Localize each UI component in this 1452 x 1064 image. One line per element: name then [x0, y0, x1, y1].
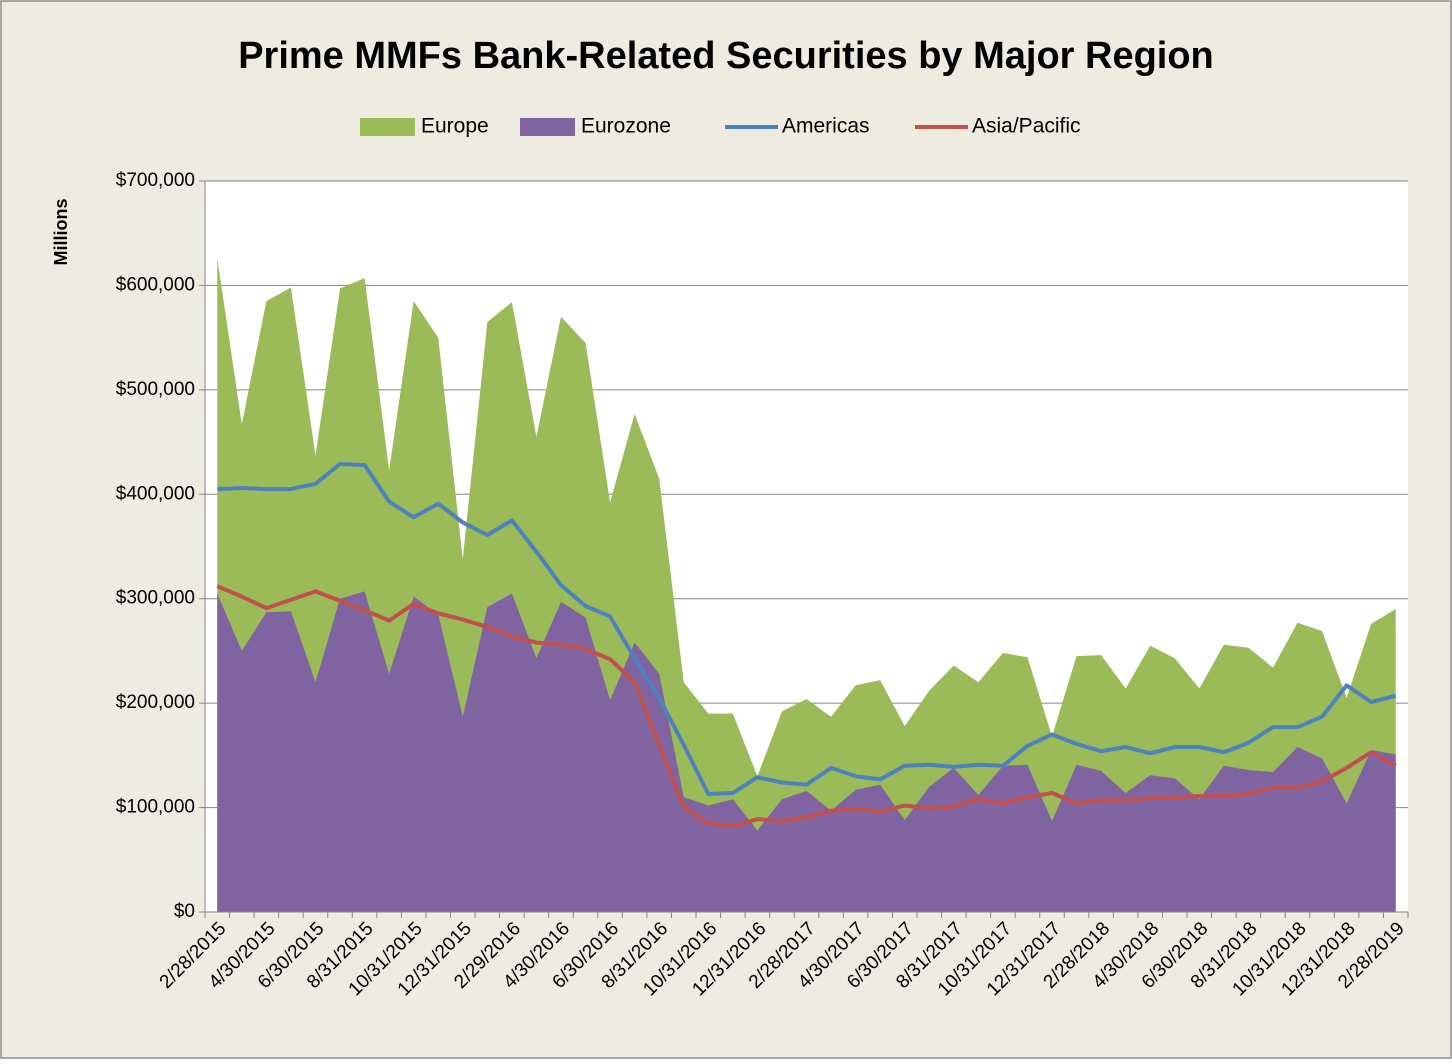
- y-tick-label: $200,000: [116, 692, 195, 713]
- legend-label: Asia/Pacific: [972, 115, 1081, 138]
- y-tick-label: $300,000: [116, 588, 195, 609]
- line: [217, 462, 1397, 796]
- chart-title: Prime MMFs Bank-Related Securities by Ma…: [238, 35, 1214, 77]
- legend-label: Europe: [421, 115, 489, 138]
- y-axis-label: Millions: [51, 199, 71, 266]
- line: [216, 584, 1397, 829]
- legend-swatch: [520, 118, 575, 136]
- legend-label: Americas: [782, 115, 870, 138]
- y-tick-label: $0: [174, 901, 195, 922]
- y-tick-label: $500,000: [116, 379, 195, 400]
- y-tick-label: $400,000: [116, 483, 195, 504]
- y-tick-label: $600,000: [116, 274, 195, 295]
- y-tick-label: $700,000: [116, 170, 195, 191]
- legend-label: Eurozone: [581, 115, 671, 138]
- legend-swatch: [360, 118, 415, 136]
- y-tick-label: $100,000: [116, 797, 195, 818]
- area: [217, 591, 1396, 912]
